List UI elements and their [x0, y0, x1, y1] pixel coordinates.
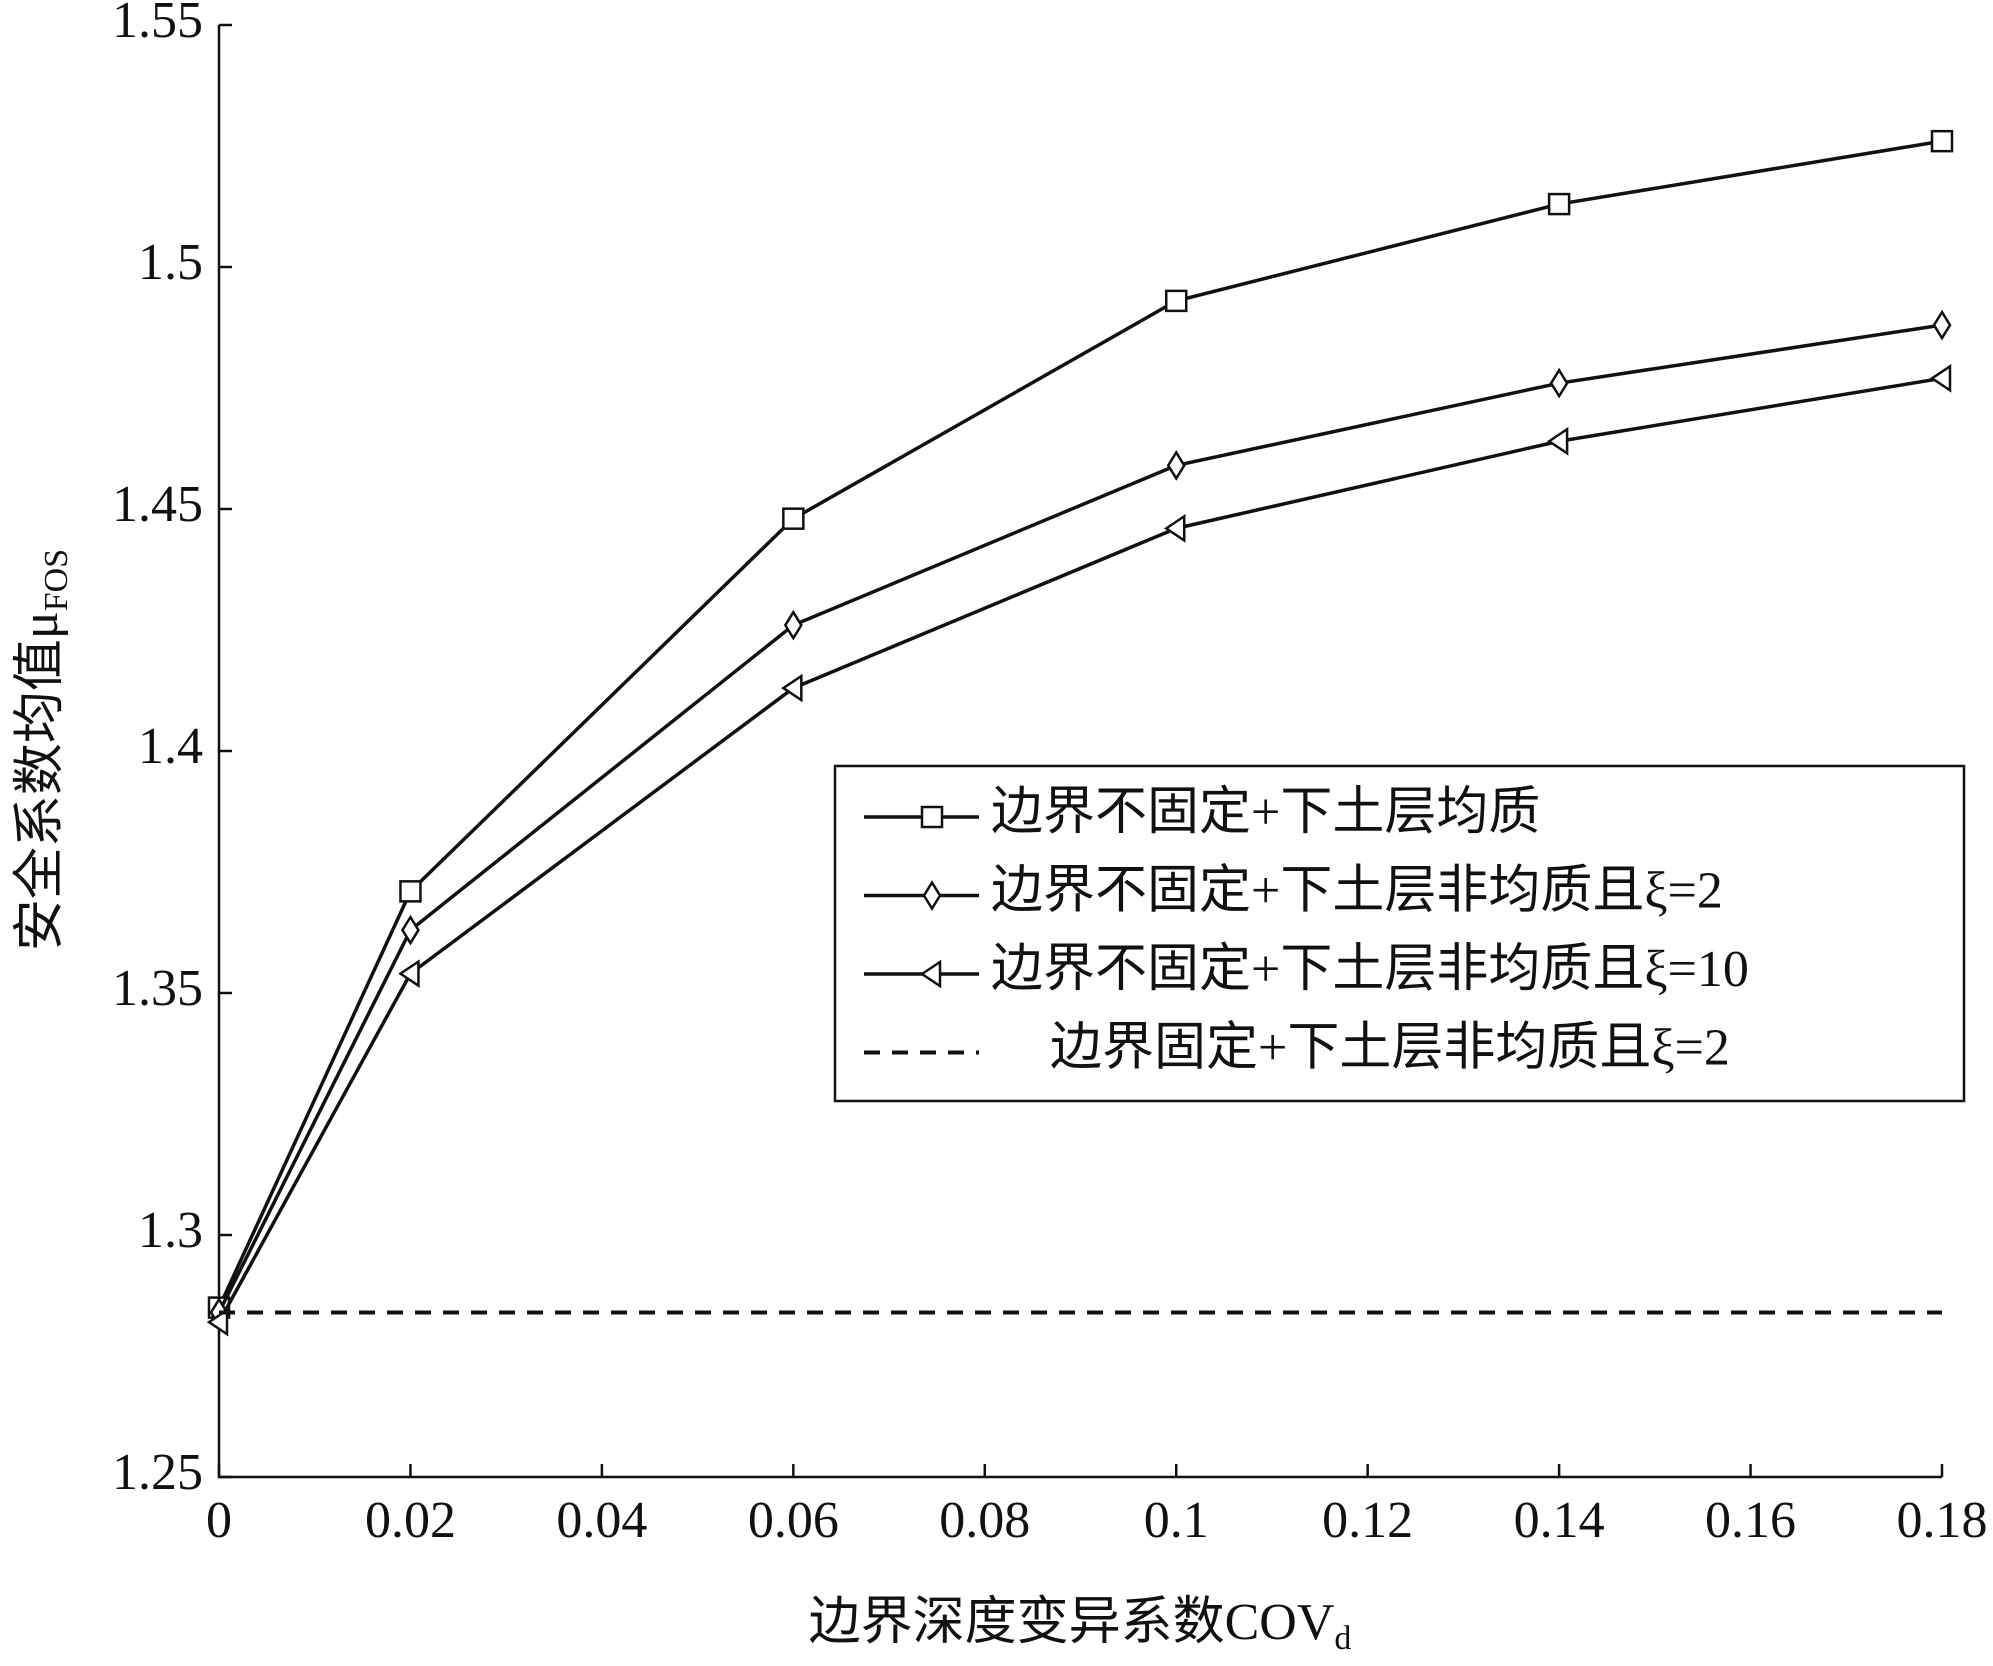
marker	[399, 880, 422, 903]
x-tick-label: 0.02	[365, 1492, 456, 1549]
x-tick-label: 0.08	[939, 1492, 1030, 1549]
legend-label: 边界不固定+下土层非均质且ξ=2	[991, 862, 1723, 919]
x-tick-label: 0	[206, 1492, 232, 1549]
legend-marker	[922, 880, 942, 911]
x-tick-label: 0.04	[556, 1492, 647, 1549]
x-tick-label: 0.16	[1705, 1492, 1796, 1549]
marker	[1547, 192, 1571, 216]
marker	[398, 959, 420, 988]
x-tick-label: 0.18	[1897, 1492, 1988, 1549]
marker	[1166, 450, 1186, 481]
legend-marker	[920, 805, 944, 829]
legend-label: 边界不固定+下土层均质	[991, 784, 1540, 841]
y-tick-label: 1.3	[138, 1202, 203, 1259]
series-line	[217, 323, 1943, 1314]
legend-marker	[919, 959, 942, 989]
marker	[1929, 363, 1952, 393]
y-tick-label: 1.4	[138, 718, 203, 775]
marker	[1164, 289, 1188, 313]
x-tick-label: 0.14	[1514, 1492, 1605, 1549]
marker	[206, 1307, 229, 1337]
x-axis-label-text: 边界深度变异系数COV	[809, 1594, 1335, 1651]
legend-label: 边界固定+下土层非均质且ξ=2	[1050, 1019, 1730, 1076]
y-axis-label-subscript: FOS	[38, 549, 75, 611]
marker	[1930, 129, 1954, 153]
series-line	[217, 376, 1943, 1323]
legend-label: 边界不固定+下土层非均质且ξ=10	[991, 941, 1749, 998]
marker	[1546, 426, 1569, 456]
y-tick-label: 1.25	[112, 1444, 203, 1501]
marker	[400, 914, 420, 946]
y-tick-label: 1.55	[112, 0, 203, 49]
marker	[781, 673, 803, 703]
x-tick-label: 0.12	[1322, 1492, 1413, 1549]
marker	[1549, 367, 1569, 399]
marker	[1932, 309, 1952, 341]
y-axis-label: 安全系数均值μFOS	[12, 549, 75, 951]
marker	[782, 507, 805, 530]
x-axis-label-subscript: d	[1334, 1620, 1351, 1657]
x-tick-label: 0.06	[748, 1492, 839, 1549]
y-axis-label-text: 安全系数均值μ	[12, 611, 69, 951]
marker	[783, 609, 803, 641]
marker	[1163, 514, 1186, 543]
y-tick-label: 1.35	[112, 960, 203, 1017]
x-tick-label: 0.1	[1144, 1492, 1209, 1549]
y-tick-label: 1.45	[112, 476, 203, 533]
x-axis-label: 边界深度变异系数COVd	[809, 1594, 1352, 1657]
y-tick-label: 1.5	[138, 234, 203, 291]
axes	[217, 25, 1942, 1479]
series-line	[217, 139, 1943, 1309]
legend-box	[833, 764, 1966, 1103]
